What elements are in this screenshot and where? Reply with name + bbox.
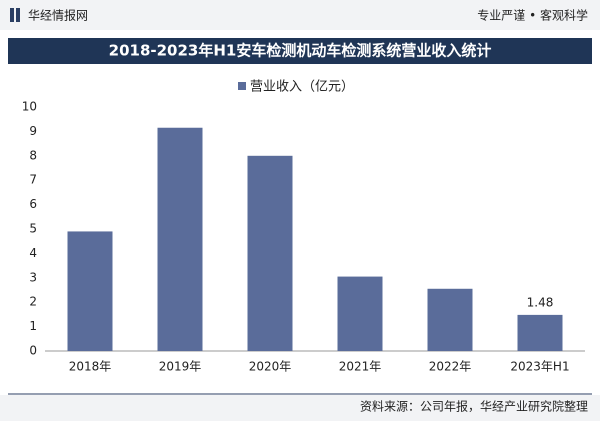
bar [157, 127, 203, 352]
legend-label: 营业收入（亿元） [250, 80, 354, 95]
y-tick-label: 2 [29, 295, 37, 309]
y-tick-label: 4 [29, 246, 37, 260]
bar [427, 288, 473, 351]
y-tick-label: 6 [29, 197, 37, 211]
x-tick-label: 2022年 [429, 360, 472, 374]
x-tick-label: 2019年 [159, 360, 202, 374]
y-tick-label: 0 [29, 344, 37, 358]
bar [337, 276, 383, 351]
title-bar [8, 38, 592, 64]
bar [517, 314, 563, 351]
bar [247, 155, 293, 351]
y-tick-label: 8 [29, 148, 37, 162]
slogan: 专业严谨 • 客观科学 [477, 8, 588, 23]
source: 资料来源：公司年报，华经产业研究院整理 [360, 399, 588, 414]
x-tick-label: 2021年 [339, 360, 382, 374]
y-tick-label: 5 [29, 222, 37, 236]
y-tick-label: 3 [29, 270, 37, 284]
legend-swatch [238, 82, 246, 90]
x-tick-label: 2020年 [249, 360, 292, 374]
logo-text: 华经情报网 [28, 8, 88, 23]
y-tick-label: 1 [29, 319, 37, 333]
header-bar [0, 0, 600, 30]
y-tick-label: 10 [22, 100, 37, 114]
logo-icon [10, 8, 14, 22]
footer-bar [0, 395, 600, 421]
x-tick-label: 2023年H1 [510, 360, 569, 374]
x-tick-label: 2018年 [69, 360, 112, 374]
y-tick-label: 7 [29, 173, 37, 187]
logo-icon [16, 8, 20, 22]
bar [67, 231, 113, 351]
y-tick-label: 9 [29, 124, 37, 138]
data-label: 1.48 [527, 295, 554, 309]
chart-title: 2018-2023年H1安车检测机动车检测系统营业收入统计 [109, 42, 492, 60]
